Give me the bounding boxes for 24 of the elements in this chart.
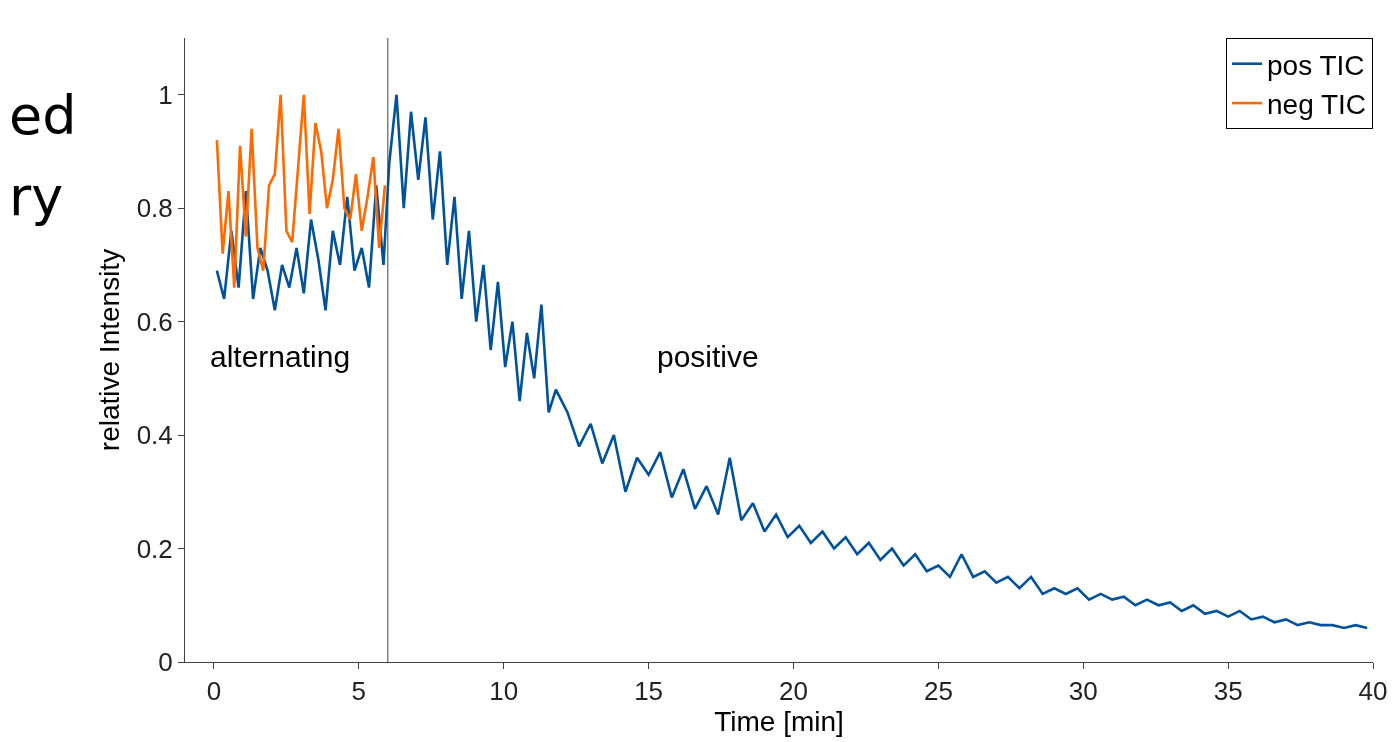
x-tick-label: 0	[206, 676, 222, 707]
y-tick-label: 0.8	[136, 193, 173, 224]
legend-label: pos TIC	[1267, 49, 1365, 81]
x-tick-label: 5	[351, 676, 367, 707]
x-tick-label: 10	[489, 676, 519, 707]
y-tick-label: 0.2	[136, 533, 173, 564]
x-tick-label: 15	[634, 676, 664, 707]
annotation: positive	[657, 340, 759, 373]
x-tick-label: 25	[923, 676, 953, 707]
y-axis-title: relative Intensity	[94, 248, 126, 452]
x-axis-title: Time [min]	[714, 706, 844, 738]
x-tick-label: 35	[1213, 676, 1243, 707]
line-series	[215, 93, 387, 289]
x-tick-label: 20	[779, 676, 808, 707]
text: ed	[9, 84, 77, 147]
legend-label: neg TIC	[1267, 89, 1367, 121]
text: ry	[9, 165, 64, 228]
annotation: alternating	[210, 340, 351, 373]
x-tick-label: 40	[1358, 676, 1388, 707]
y-tick-label: 0.4	[136, 420, 173, 451]
y-tick-label: 1	[158, 79, 173, 110]
y-tick-label: 0	[158, 647, 173, 678]
y-tick-label: 0.6	[136, 306, 173, 337]
x-tick-label: 30	[1068, 676, 1098, 707]
